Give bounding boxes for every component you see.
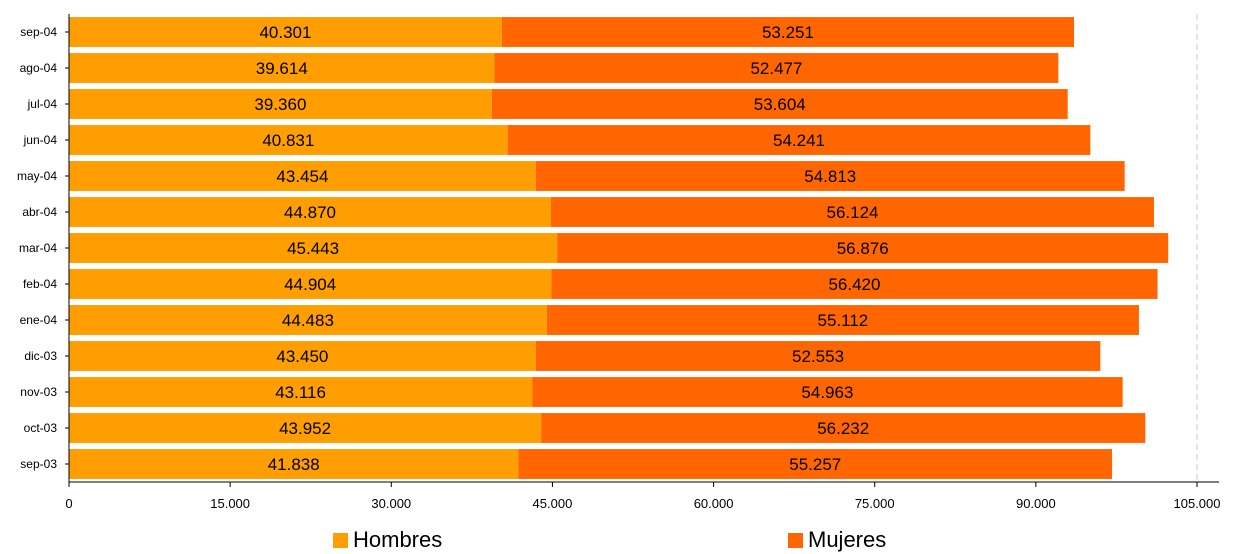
bar-hombres-jun-04: [69, 125, 508, 155]
bar-label-mujeres-sep-03: 55.257: [789, 455, 841, 474]
category-label-nov-03: nov-03: [20, 385, 57, 399]
x-tick-label-0: 0: [65, 496, 72, 511]
bar-hombres-abr-04: [69, 197, 552, 227]
category-label-mar-04: mar-04: [19, 241, 57, 255]
x-tick-label-5: 75.000: [855, 496, 895, 511]
bar-hombres-may-04: [69, 161, 536, 191]
bar-label-mujeres-jul-04: 53.604: [754, 95, 806, 114]
x-tick-label-2: 30.000: [371, 496, 411, 511]
bar-mujeres-jun-04: [507, 125, 1091, 155]
bar-label-mujeres-oct-03: 56.232: [817, 419, 869, 438]
bar-hombres-mar-04: [69, 233, 558, 263]
x-tick-label-3: 45.000: [533, 496, 573, 511]
bar-mujeres-jul-04: [491, 89, 1068, 119]
bar-label-mujeres-ago-04: 52.477: [750, 59, 802, 78]
bar-label-hombres-jul-04: 39.360: [254, 95, 306, 114]
legend-mujeres: Mujeres: [788, 528, 886, 552]
bar-label-mujeres-abr-04: 56.124: [826, 203, 878, 222]
bar-label-hombres-dic-03: 43.450: [276, 347, 328, 366]
bar-label-hombres-may-04: 43.454: [276, 167, 328, 186]
bar-label-hombres-nov-03: 43.116: [275, 383, 326, 402]
bar-mujeres-nov-03: [532, 377, 1123, 407]
legend-label-hombres: Hombres: [353, 527, 443, 552]
bar-mujeres-may-04: [535, 161, 1125, 191]
bar-label-mujeres-sep-04: 53.251: [762, 23, 814, 42]
category-label-sep-04: sep-04: [20, 25, 57, 39]
bar-hombres-sep-03: [69, 449, 519, 479]
category-label-ene-04: ene-04: [20, 313, 58, 327]
bar-mujeres-sep-04: [501, 17, 1075, 47]
bar-label-mujeres-dic-03: 52.553: [792, 347, 844, 366]
bar-mujeres-feb-04: [551, 269, 1158, 299]
bar-label-hombres-ene-04: 44.483: [282, 311, 334, 330]
legend-swatch-hombres: [333, 532, 348, 548]
bar-label-hombres-abr-04: 44.870: [284, 203, 336, 222]
bar-hombres-dic-03: [69, 341, 536, 371]
bar-mujeres-oct-03: [541, 413, 1146, 443]
category-label-jun-04: jun-04: [23, 133, 58, 147]
bar-label-mujeres-mar-04: 56.876: [837, 239, 889, 258]
bar-mujeres-dic-03: [535, 341, 1101, 371]
bar-hombres-jul-04: [69, 89, 492, 119]
bar-label-mujeres-jun-04: 54.241: [773, 131, 825, 150]
bar-mujeres-ago-04: [494, 53, 1059, 83]
category-label-jul-04: jul-04: [27, 97, 58, 111]
category-label-dic-03: dic-03: [24, 349, 57, 363]
bar-hombres-ene-04: [69, 305, 547, 335]
bar-label-hombres-feb-04: 44.904: [284, 275, 336, 294]
bar-hombres-ago-04: [69, 53, 495, 83]
bar-label-hombres-sep-03: 41.838: [268, 455, 320, 474]
bar-hombres-nov-03: [69, 377, 533, 407]
bar-label-mujeres-ene-04: 55.112: [818, 311, 869, 330]
category-label-sep-03: sep-03: [20, 457, 57, 471]
bar-mujeres-sep-03: [518, 449, 1113, 479]
category-label-ago-04: ago-04: [20, 61, 58, 75]
bar-label-hombres-ago-04: 39.614: [256, 59, 308, 78]
legend-label-mujeres: Mujeres: [808, 527, 887, 552]
bar-label-hombres-jun-04: 40.831: [262, 131, 314, 150]
bar-label-mujeres-nov-03: 54.963: [801, 383, 853, 402]
category-label-feb-04: feb-04: [23, 277, 57, 291]
bar-label-hombres-oct-03: 43.952: [279, 419, 331, 438]
x-tick-label-1: 15.000: [210, 496, 250, 511]
category-label-abr-04: abr-04: [22, 205, 57, 219]
bar-mujeres-mar-04: [557, 233, 1169, 263]
bar-label-mujeres-may-04: 54.813: [804, 167, 856, 186]
category-label-may-04: may-04: [17, 169, 57, 183]
legend-swatch-mujeres: [788, 532, 803, 548]
bar-hombres-sep-04: [69, 17, 502, 47]
x-tick-label-6: 90.000: [1016, 496, 1056, 511]
bar-hombres-oct-03: [69, 413, 542, 443]
category-label-oct-03: oct-03: [24, 421, 58, 435]
stacked-bar-chart: 40.301 53.251 sep-04 39.614 52.477 ago-04 39.3…: [17, 14, 1221, 511]
bar-label-hombres-sep-04: 40.301: [259, 23, 311, 42]
bar-label-hombres-mar-04: 45.443: [287, 239, 339, 258]
x-tick-label-7: 105.000: [1174, 496, 1221, 511]
bar-mujeres-ene-04: [546, 305, 1139, 335]
bar-mujeres-abr-04: [551, 197, 1154, 227]
bar-label-mujeres-feb-04: 56.420: [828, 275, 880, 294]
bar-hombres-feb-04: [69, 269, 552, 299]
legend-hombres: Hombres: [333, 528, 442, 552]
x-tick-label-4: 60.000: [694, 496, 734, 511]
